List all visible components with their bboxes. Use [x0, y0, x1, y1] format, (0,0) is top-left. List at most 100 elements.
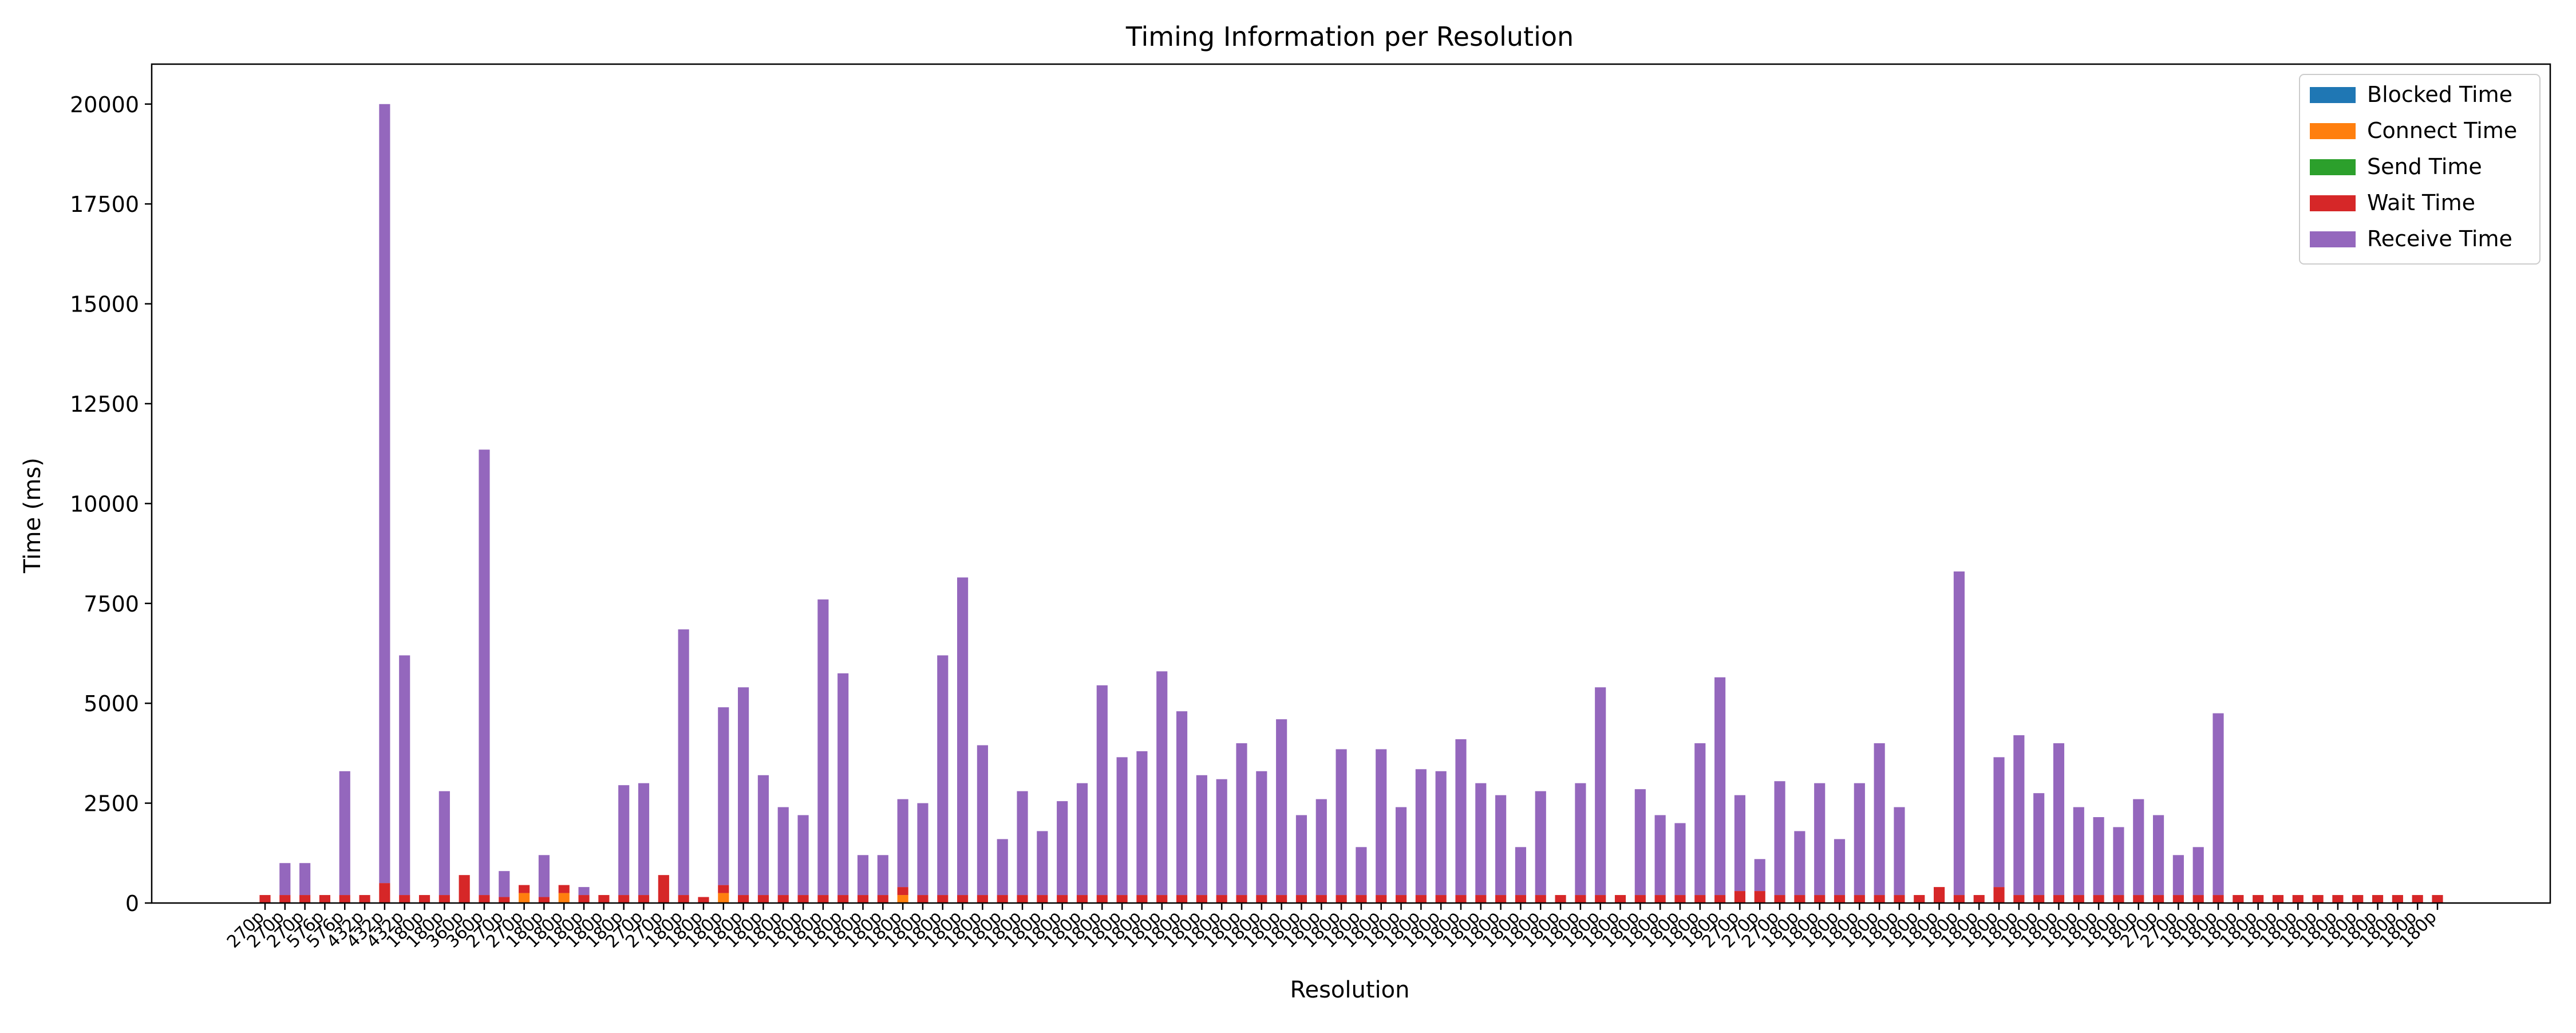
bar-wait-time [757, 895, 769, 903]
bar-wait-time [957, 895, 969, 903]
bar-receive-time [1156, 671, 1168, 896]
bar-receive-time [499, 871, 510, 897]
bar-wait-time [1116, 895, 1128, 903]
y-tick-label: 10000 [70, 491, 139, 516]
bar-receive-time [1515, 847, 1527, 896]
bar-wait-time [2093, 895, 2104, 903]
bar-receive-time [1096, 685, 1108, 896]
bar-wait-time [399, 895, 410, 903]
y-tick-label: 17500 [70, 192, 139, 217]
bar-wait-time [1575, 895, 1586, 903]
bar-wait-time [1674, 895, 1686, 903]
y-tick-label: 12500 [70, 392, 139, 417]
bar-wait-time [1834, 895, 1846, 903]
bar-receive-time [937, 655, 949, 896]
bar-wait-time [339, 895, 350, 903]
bar-wait-time [2212, 895, 2224, 903]
bar-wait-time [817, 895, 829, 903]
bar-receive-time [1017, 791, 1028, 896]
bar-wait-time [2292, 895, 2304, 903]
bar-receive-time [1674, 823, 1686, 896]
bar-receive-time [438, 791, 450, 896]
bar-receive-time [1654, 815, 1666, 896]
bar-receive-time [1376, 749, 1387, 896]
bar-wait-time [1455, 895, 1467, 903]
bar-wait-time [459, 875, 470, 903]
bar-receive-time [757, 775, 769, 896]
bar-wait-time [1216, 895, 1227, 903]
bar-wait-time [1475, 895, 1487, 903]
bar-receive-time [1535, 791, 1546, 896]
bar-receive-time [1176, 711, 1188, 896]
bar-wait-time [1435, 895, 1447, 903]
legend-label: Connect Time [2367, 118, 2517, 143]
bar-receive-time [1395, 807, 1407, 896]
bar-wait-time [1136, 895, 1148, 903]
bar-wait-time [877, 895, 888, 903]
bar-receive-time [1814, 783, 1826, 896]
bar-receive-time [1874, 743, 1885, 896]
bar-receive-time [777, 807, 789, 896]
bar-wait-time [917, 895, 929, 903]
legend-label: Receive Time [2367, 226, 2512, 251]
bar-wait-time [1894, 895, 1905, 903]
bar-receive-time [2133, 799, 2144, 896]
bar-receive-time [1276, 719, 1287, 896]
bar-receive-time [1356, 847, 1367, 896]
bar-wait-time [519, 885, 530, 893]
bar-receive-time [2172, 855, 2184, 896]
bar-receive-time [1315, 799, 1327, 896]
bar-wait-time [558, 885, 570, 893]
bar-wait-time [499, 897, 510, 903]
bar-wait-time [2332, 895, 2344, 903]
bar-receive-time [738, 687, 749, 896]
bar-wait-time [2272, 895, 2284, 903]
bar-wait-time [2312, 895, 2324, 903]
bar-wait-time [578, 895, 590, 903]
bar-wait-time [1515, 895, 1527, 903]
bar-receive-time [638, 783, 650, 896]
bar-wait-time [678, 895, 689, 903]
bar-receive-time [817, 599, 829, 896]
bar-wait-time [2392, 895, 2403, 903]
legend-swatch [2310, 159, 2356, 175]
bar-wait-time [259, 895, 271, 903]
y-tick-label: 15000 [70, 292, 139, 317]
x-axis-label: Resolution [1290, 977, 1409, 1003]
bar-receive-time [977, 745, 988, 896]
bar-wait-time [2412, 895, 2423, 903]
bar-wait-time [897, 887, 908, 896]
bar-receive-time [2152, 815, 2164, 896]
bar-wait-time [658, 875, 669, 903]
bar-receive-time [2093, 817, 2104, 896]
bar-wait-time [1555, 895, 1566, 903]
bar-receive-time [1894, 807, 1905, 896]
bar-receive-time [1295, 815, 1307, 896]
bar-wait-time [1814, 895, 1826, 903]
bar-wait-time [1595, 895, 1606, 903]
bar-wait-time [738, 895, 749, 903]
bar-receive-time [1435, 771, 1447, 896]
bar-receive-time [877, 855, 888, 896]
bar-wait-time [1236, 895, 1247, 903]
bar-receive-time [678, 629, 689, 896]
bar-receive-time [1794, 831, 1805, 896]
bar-wait-time [777, 895, 789, 903]
bar-wait-time [1336, 895, 1347, 903]
bar-wait-time [438, 895, 450, 903]
bar-wait-time [1914, 895, 1925, 903]
bar-wait-time [1654, 895, 1666, 903]
bar-wait-time [1714, 895, 1726, 903]
bar-wait-time [997, 895, 1008, 903]
bar-receive-time [618, 785, 630, 896]
bar-wait-time [937, 895, 949, 903]
bar-wait-time [2133, 895, 2144, 903]
bar-wait-time [2372, 895, 2384, 903]
bar-receive-time [1754, 859, 1765, 892]
bar-receive-time [997, 839, 1008, 896]
bar-receive-time [399, 655, 410, 896]
bar-receive-time [1475, 783, 1487, 896]
